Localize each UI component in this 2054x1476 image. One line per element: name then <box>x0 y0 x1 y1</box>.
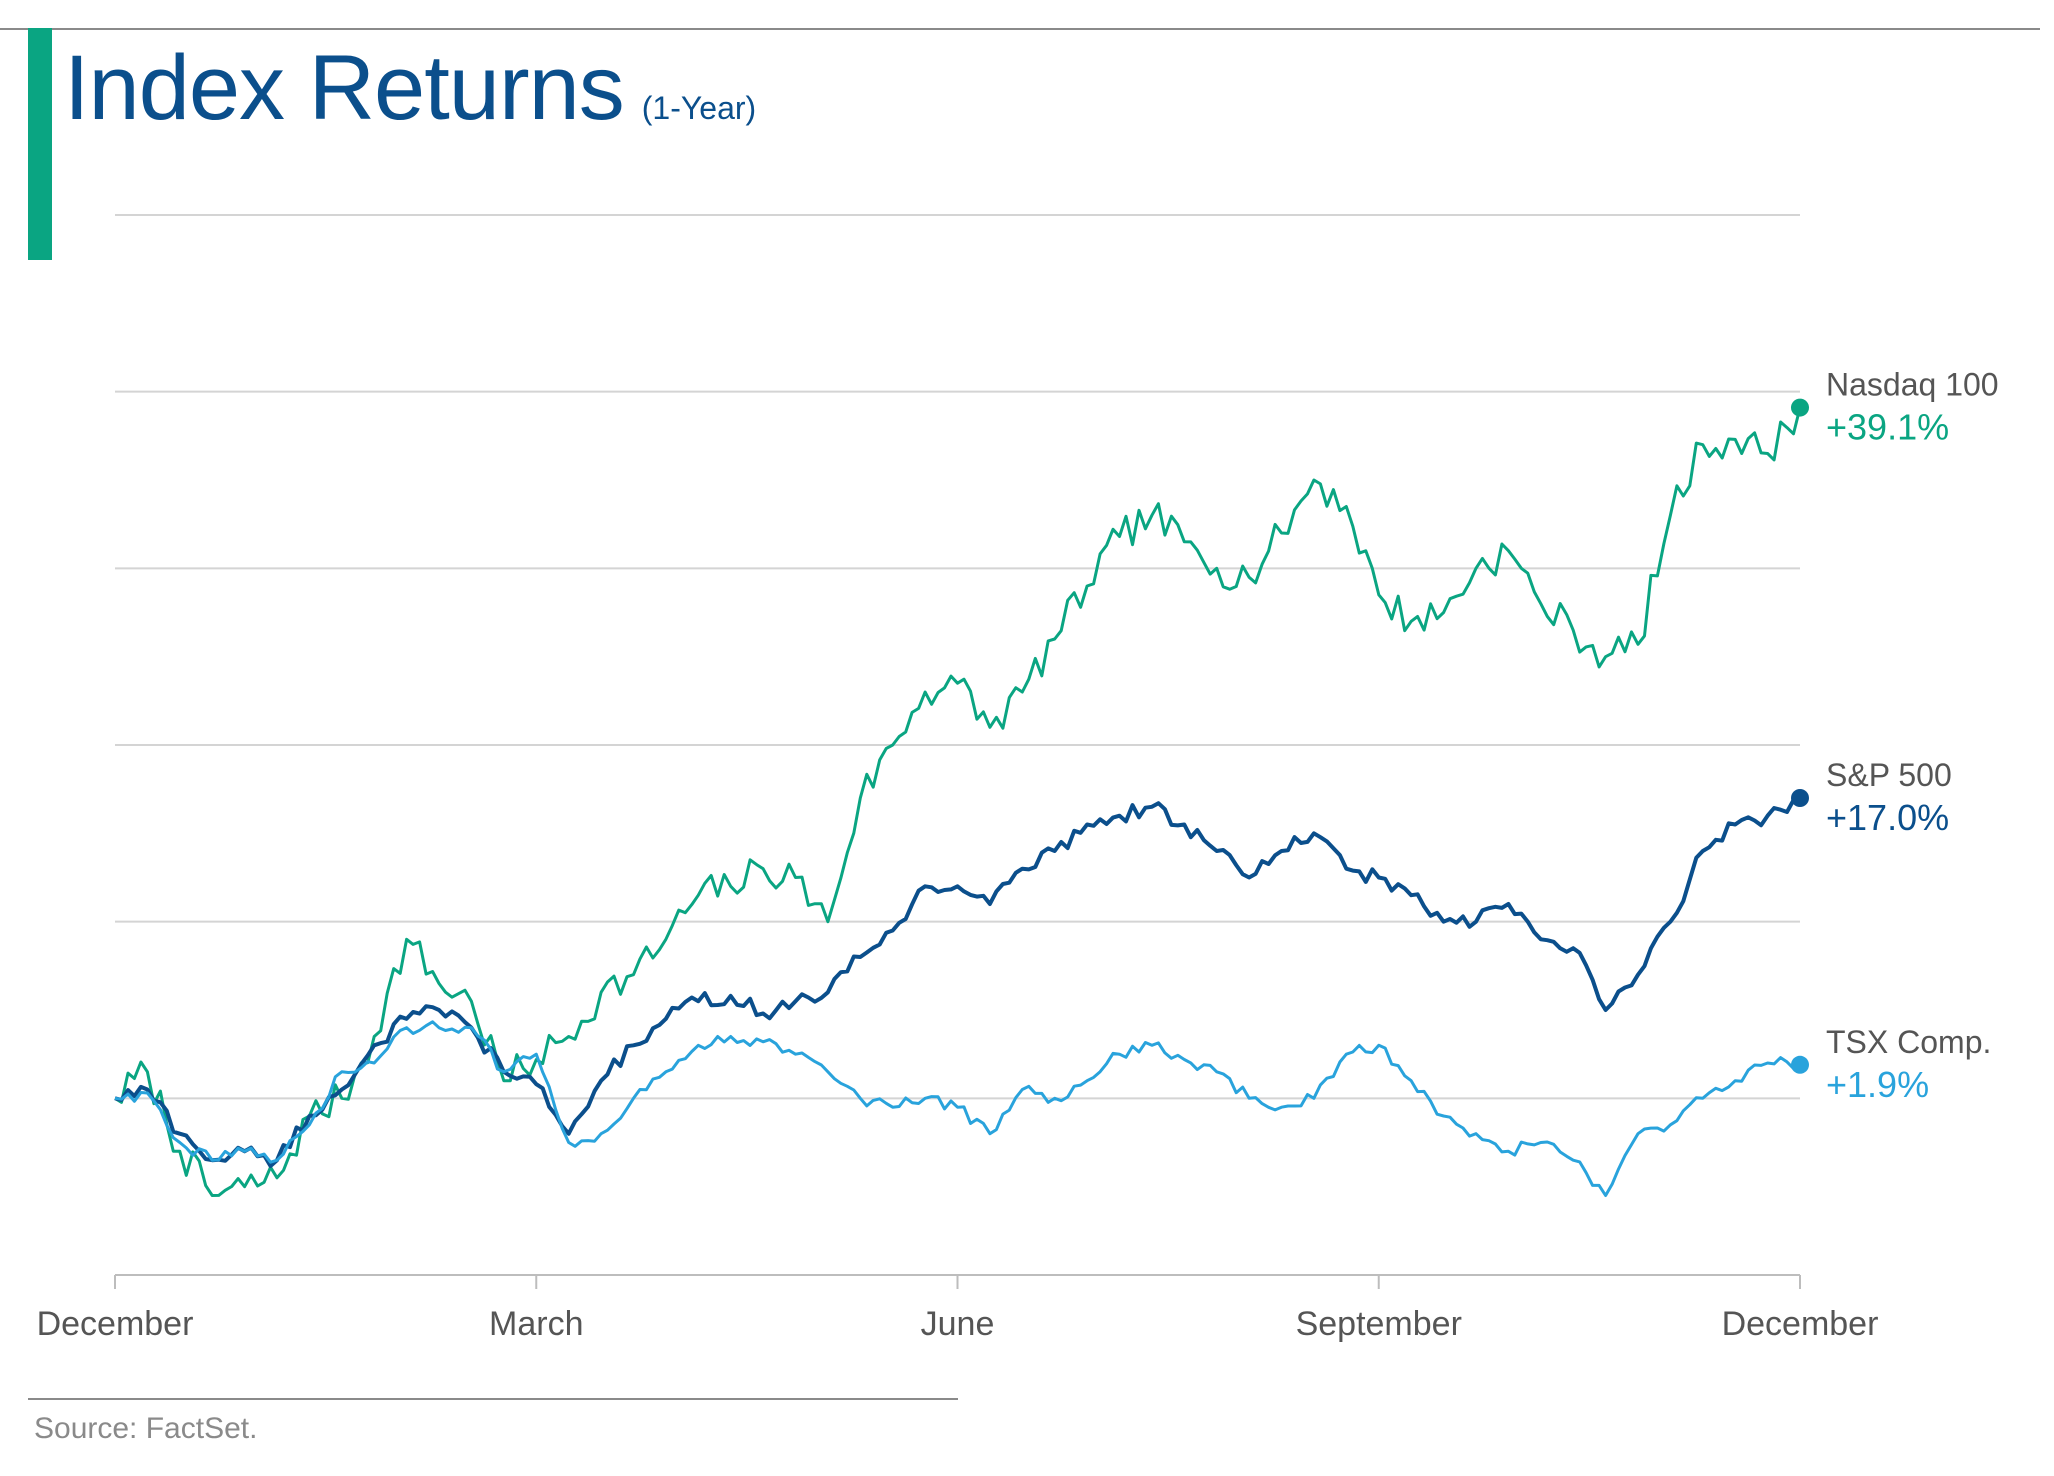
top-rule <box>0 28 2040 30</box>
series-value-tsx: +1.9% <box>1826 1064 1929 1105</box>
series-endpoint-nasdaq <box>1791 398 1809 417</box>
series-name-sp500: S&P 500 <box>1826 757 1952 793</box>
x-tick-label-1: March <box>489 1305 583 1343</box>
source-rule <box>28 1398 958 1400</box>
grid-layer <box>115 214 1800 1100</box>
series-endpoint-tsx <box>1791 1055 1809 1074</box>
series-value-nasdaq: +39.1% <box>1826 407 1949 448</box>
title-main: Index Returns <box>64 37 625 139</box>
accent-bar <box>28 28 52 260</box>
series-name-nasdaq: Nasdaq 100 <box>1826 367 1999 403</box>
series-line-tsx <box>114 1020 1801 1197</box>
source-note: Source: FactSet. <box>34 1412 258 1445</box>
x-tick-label-3: September <box>1296 1305 1462 1343</box>
chart-title: Index Returns (1-Year) <box>64 36 756 141</box>
series-name-tsx: TSX Comp. <box>1826 1024 1991 1060</box>
x-tick-label-0: December <box>37 1305 194 1343</box>
x-axis: December March June September December <box>37 1274 1879 1343</box>
title-subtitle: (1-Year) <box>641 90 757 126</box>
series-endpoint-sp500 <box>1791 789 1809 807</box>
series-line-nasdaq <box>114 407 1802 1197</box>
x-tick-label-2: June <box>921 1305 995 1343</box>
series-value-sp500: +17.0% <box>1826 797 1949 838</box>
series-line-sp500 <box>114 796 1801 1168</box>
series-layer <box>114 398 1809 1197</box>
end-labels: Nasdaq 100 +39.1% S&P 500 +17.0% TSX Comp. +1… <box>1826 367 1999 1105</box>
x-tick-label-4: December <box>1722 1305 1879 1343</box>
